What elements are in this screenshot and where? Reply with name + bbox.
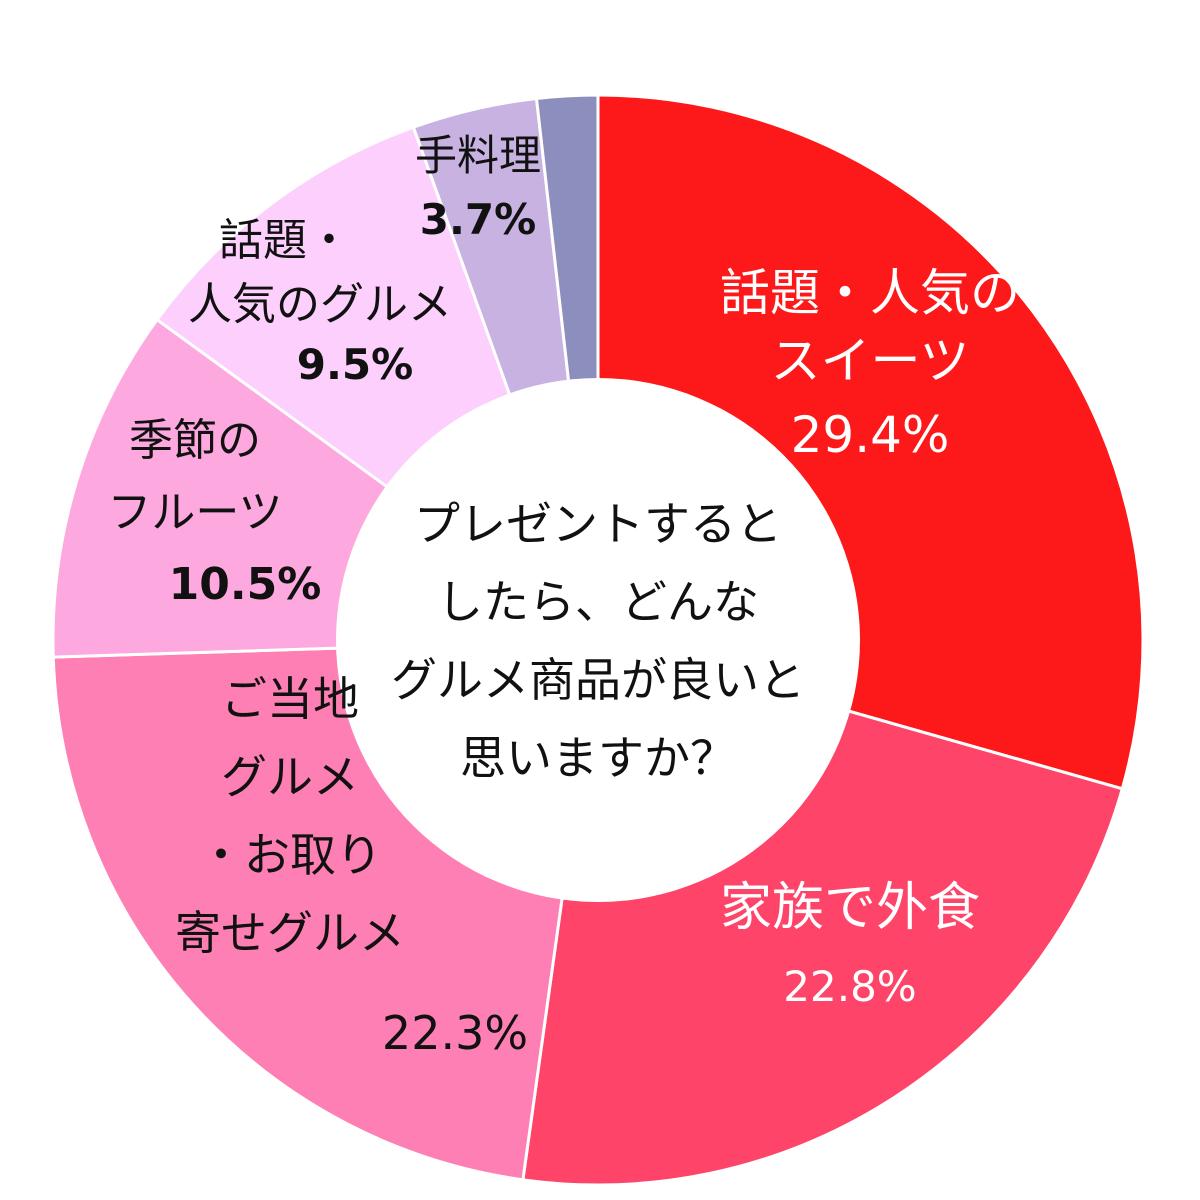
slice-value-label: 29.4% — [791, 406, 950, 464]
slice-value-label: 22.3% — [382, 1006, 528, 1060]
slice-label-text: スイーツ — [771, 332, 970, 390]
center-text-line: 思いますか？ — [460, 731, 736, 785]
center-text-line: プレゼントすると — [414, 497, 782, 551]
slice-label-text: 家族で外食 — [720, 878, 980, 938]
center-text-line: したら、どんな — [437, 575, 759, 629]
slice-label-text: 季節の — [129, 415, 261, 466]
slice-label-text: 人気のグルメ — [188, 279, 452, 330]
slice-value-label: 22.8% — [783, 962, 916, 1011]
center-question: プレゼントすると したら、どんな グルメ商品が良いと 思いますか？ — [391, 497, 805, 785]
slice-label-text: ・お取り — [198, 828, 382, 882]
slice-value-label: 10.5% — [169, 559, 322, 610]
donut-hole — [336, 378, 860, 902]
slice-label-text: グルメ — [221, 750, 359, 804]
slice-label-text: 寄せグルメ — [175, 906, 405, 960]
slice-label-text: ご当地 — [221, 672, 359, 726]
slice-value-label: 9.5% — [297, 340, 413, 389]
center-text-line: グルメ商品が良いと — [391, 653, 805, 707]
slice-label-text: 手料理 — [415, 131, 541, 180]
slice-label-text: 話題・人気の — [720, 264, 1020, 322]
slice-value-label: 3.7% — [420, 195, 536, 244]
slice-label-text: 話題・ — [219, 215, 351, 266]
slice-label-text: フルーツ — [107, 487, 282, 538]
